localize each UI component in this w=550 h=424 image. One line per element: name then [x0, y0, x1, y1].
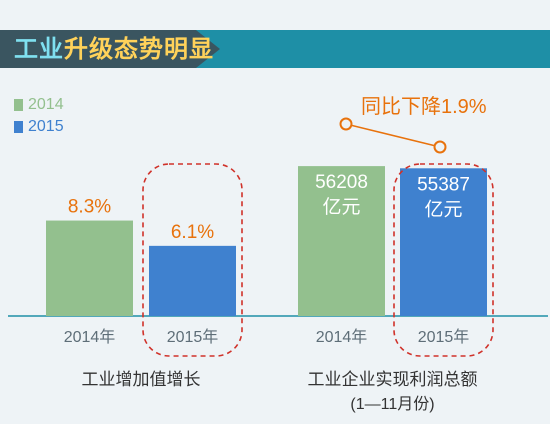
- chart2-xlabel-line2: (1—11月份): [350, 395, 434, 413]
- chart1-bar-0: [46, 220, 133, 316]
- chart2-unit-label-0: 亿元: [322, 196, 360, 218]
- legend-label-2015: 2015: [28, 118, 64, 135]
- chart1-highlight-ring: [142, 163, 243, 357]
- chart1-tick-label-0: 2014年: [64, 328, 116, 346]
- title-part1: 工业: [14, 35, 64, 63]
- legend-swatch-2014: [14, 99, 23, 111]
- title-band-dark: [0, 30, 220, 68]
- annotation-dot-right: [433, 140, 447, 154]
- chart2-bar-0: [298, 166, 385, 316]
- legend: 2014 2015: [14, 94, 64, 138]
- title-band: 工业升级态势明显: [0, 30, 550, 68]
- annotation-dot-left: [339, 117, 353, 131]
- chart2-tick-label-1: 2015年: [418, 328, 470, 346]
- chart1-tick-label-1: 2015年: [167, 328, 219, 346]
- legend-label-2014: 2014: [28, 96, 64, 113]
- chart1-xlabel: 工业增加值增长: [82, 370, 201, 389]
- chart2-bar-1: [400, 168, 487, 316]
- chart2-xlabel: 工业企业实现利润总额: [308, 370, 478, 389]
- annotation-connector: [345, 123, 441, 148]
- annotation-text: 同比下降1.9%: [361, 95, 487, 118]
- chart1-data-label-1: 6.1%: [171, 222, 214, 243]
- chart2-data-label-0: 56208: [315, 172, 368, 193]
- chart1-data-label-0: 8.3%: [68, 197, 111, 218]
- legend-item-2014: 2014: [14, 94, 64, 116]
- chart2-unit-label-1: 亿元: [424, 198, 462, 220]
- chart2-tick-label-0: 2014年: [316, 328, 368, 346]
- page-title: 工业升级态势明显: [14, 35, 214, 63]
- title-band-teal: [196, 30, 550, 68]
- chart2-data-label-1: 55387: [417, 174, 470, 195]
- legend-item-2015: 2015: [14, 116, 64, 138]
- title-part2: 升级态势明显: [64, 35, 214, 63]
- title-band-arrow: [196, 30, 220, 68]
- chart2-highlight-ring: [393, 163, 494, 357]
- chart1-bar-1: [149, 245, 236, 316]
- legend-swatch-2015: [14, 121, 23, 133]
